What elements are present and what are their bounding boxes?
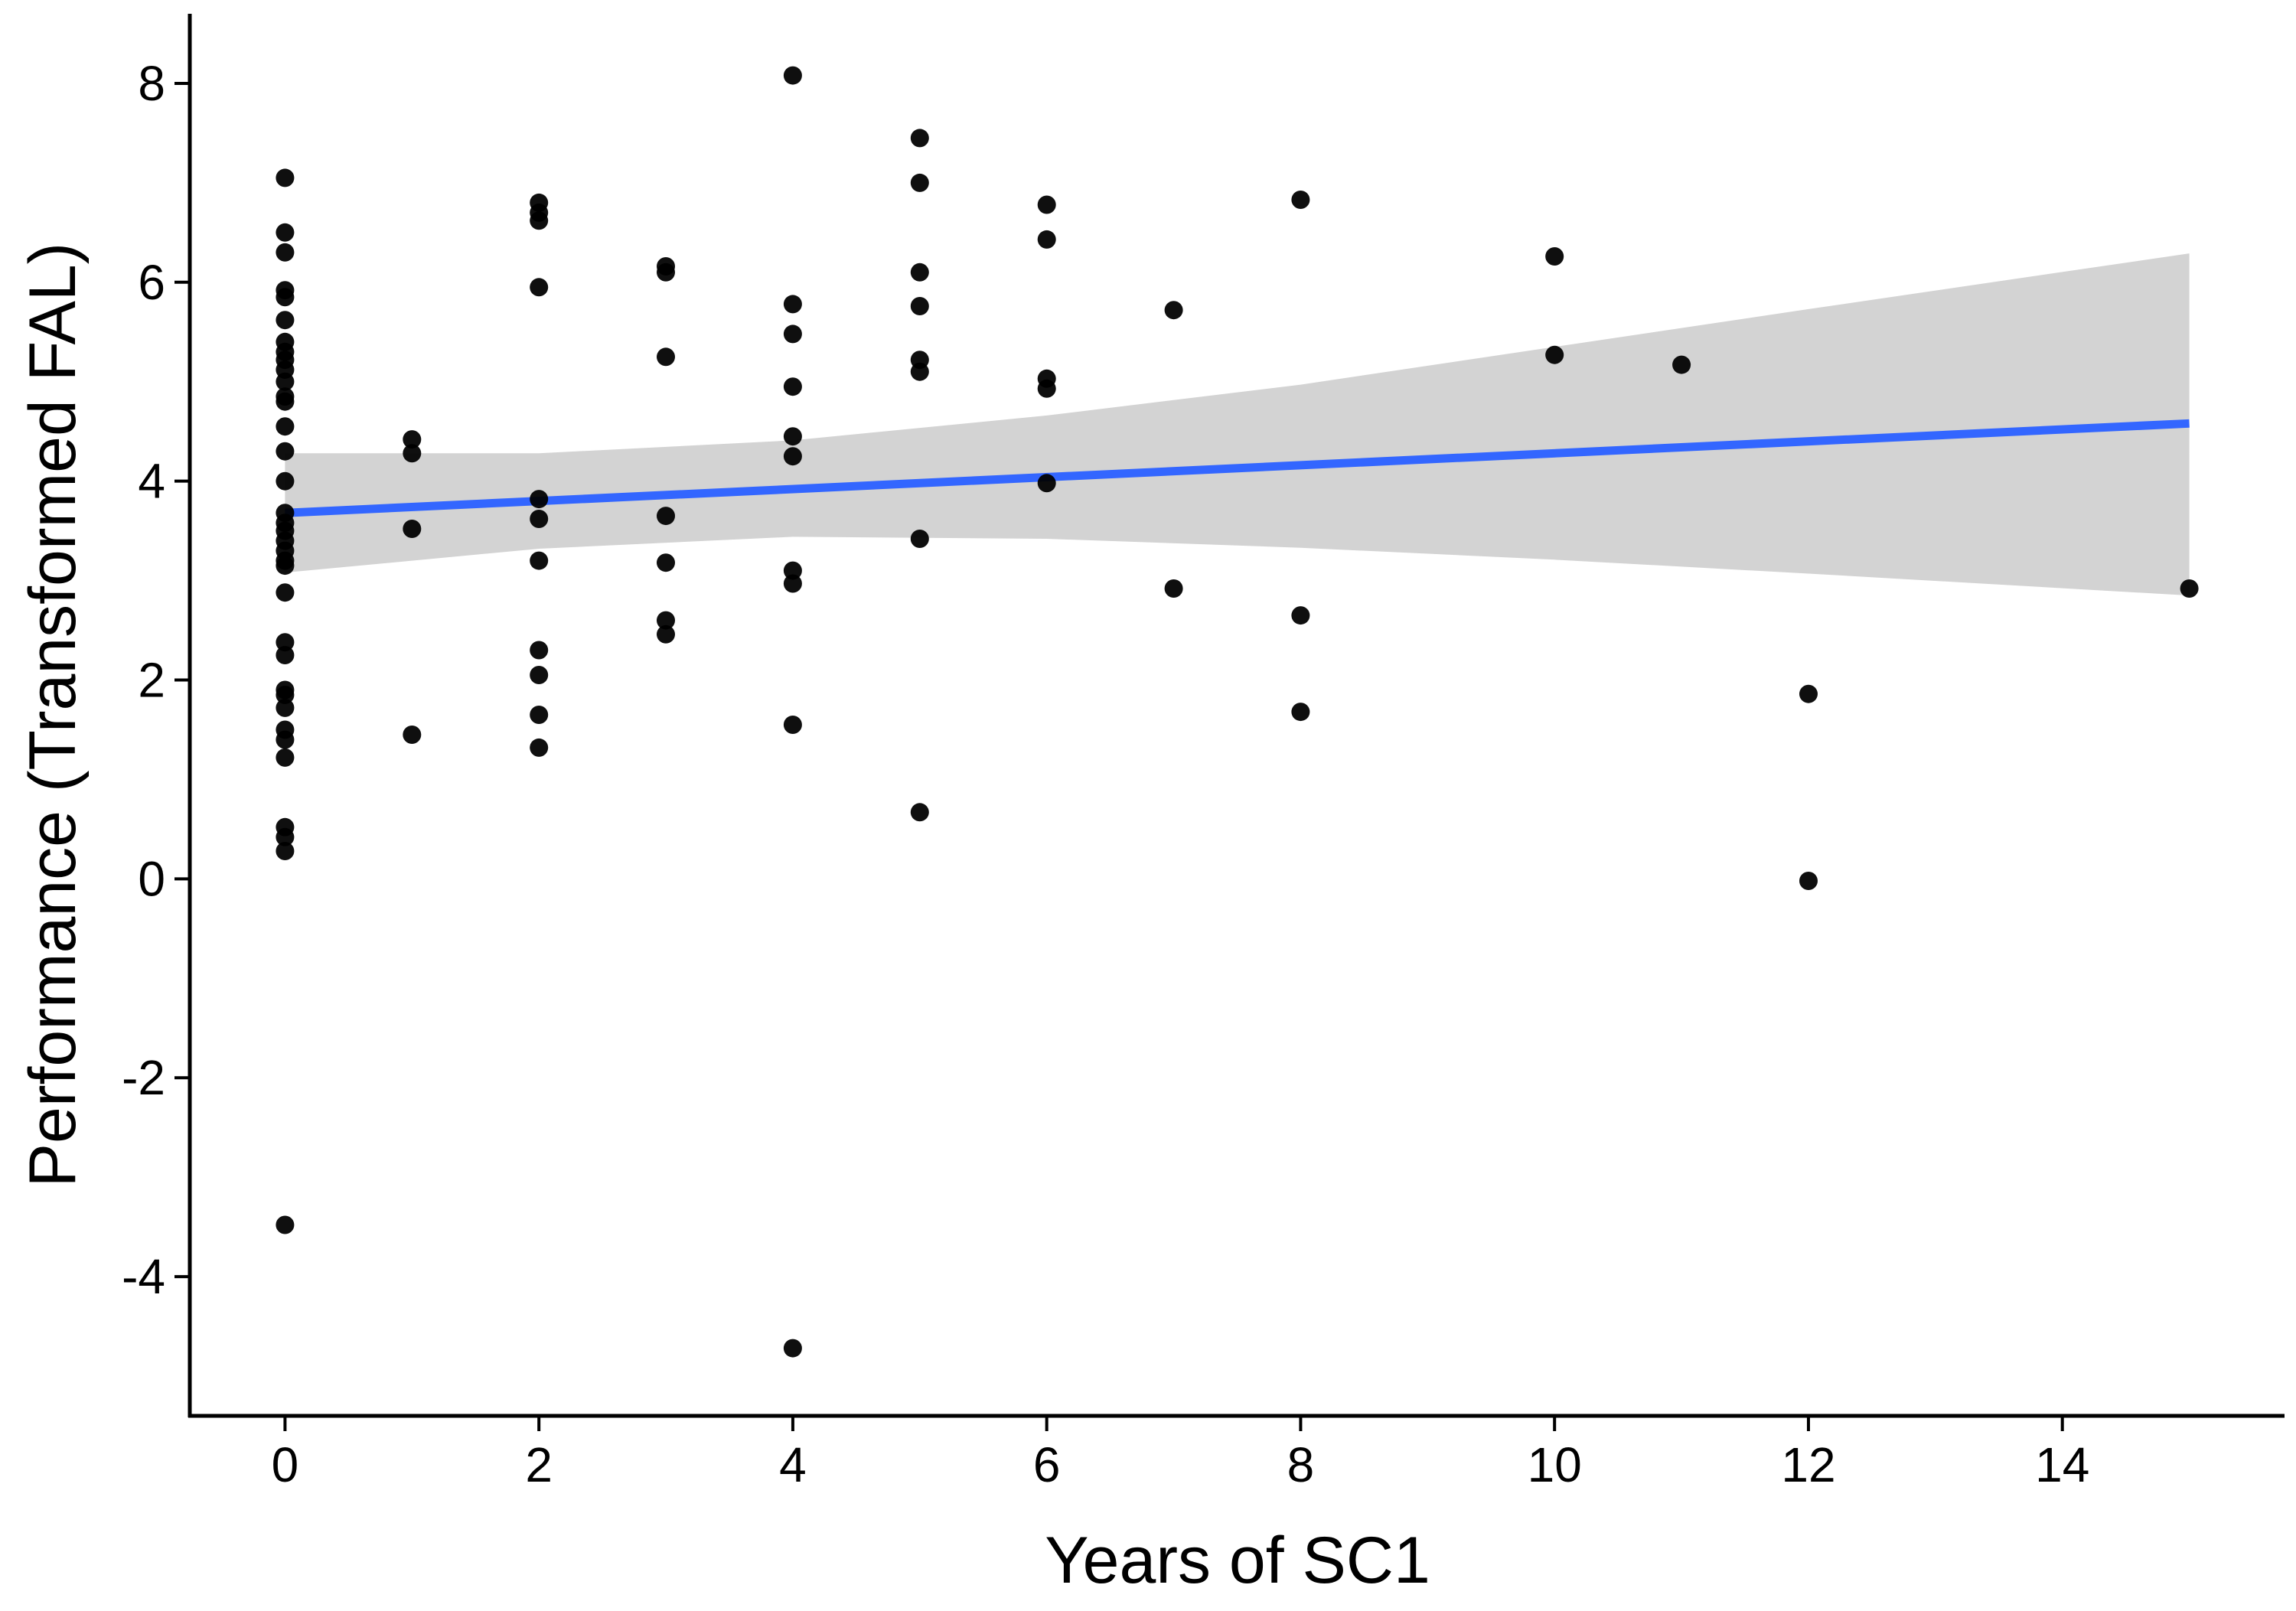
data-point	[1037, 230, 1056, 249]
x-axis-title: Years of SC1	[1045, 1524, 1430, 1597]
regression-line-layer	[285, 419, 2190, 517]
x-tick-label: 8	[1287, 1437, 1315, 1492]
data-point	[1799, 872, 1818, 890]
x-tick-label: 10	[1528, 1437, 1582, 1492]
data-point	[1291, 703, 1310, 722]
data-point	[403, 520, 422, 538]
data-point	[2180, 579, 2199, 598]
data-point	[783, 447, 802, 466]
data-point	[276, 730, 295, 749]
data-point	[783, 561, 802, 580]
data-point	[276, 646, 295, 664]
data-point	[530, 510, 549, 528]
data-point	[1672, 355, 1691, 374]
data-point	[530, 706, 549, 724]
data-point	[783, 574, 802, 593]
data-point	[910, 803, 929, 822]
confidence-ribbon-layer	[285, 253, 2190, 596]
data-point	[657, 263, 675, 282]
x-tick-label: 4	[779, 1437, 807, 1492]
data-point	[530, 738, 549, 757]
data-point	[657, 553, 675, 572]
data-point	[1291, 191, 1310, 209]
data-point	[530, 641, 549, 660]
data-point	[276, 633, 295, 652]
data-point	[1545, 247, 1564, 266]
data-point	[403, 726, 422, 744]
data-point	[783, 66, 802, 85]
data-point	[783, 716, 802, 734]
data-point	[276, 223, 295, 242]
data-point	[530, 551, 549, 570]
data-point	[783, 295, 802, 314]
data-point	[910, 173, 929, 192]
data-point	[276, 583, 295, 602]
data-point	[403, 444, 422, 463]
data-point	[403, 430, 422, 449]
x-tick-label: 6	[1033, 1437, 1061, 1492]
data-point	[276, 748, 295, 767]
data-point	[783, 1339, 802, 1358]
y-tick-label: 4	[138, 454, 165, 509]
data-point	[657, 347, 675, 367]
data-point	[530, 278, 549, 297]
y-axis-title: Performance (Transformed FAL)	[16, 243, 90, 1188]
data-point	[910, 530, 929, 548]
x-tick-label: 2	[525, 1437, 553, 1492]
data-point	[1799, 684, 1818, 703]
data-point	[276, 698, 295, 717]
data-point	[276, 827, 295, 846]
data-point	[276, 311, 295, 330]
data-point	[783, 377, 802, 396]
data-point	[276, 168, 295, 188]
x-tick-label: 0	[272, 1437, 299, 1492]
data-point	[276, 417, 295, 436]
regression-line	[285, 419, 2190, 517]
data-point	[276, 471, 295, 491]
data-point	[910, 263, 929, 282]
data-point	[276, 442, 295, 461]
data-point	[1164, 301, 1183, 320]
data-point	[657, 507, 675, 526]
data-point	[276, 372, 295, 391]
data-point	[910, 129, 929, 148]
data-point	[1037, 379, 1056, 398]
data-point	[783, 427, 802, 446]
data-point	[276, 686, 295, 704]
data-point	[783, 324, 802, 344]
data-point	[1291, 606, 1310, 625]
data-point	[657, 611, 675, 630]
data-point	[530, 490, 549, 509]
data-points-layer	[276, 66, 2199, 1358]
x-tick-label: 14	[2035, 1437, 2089, 1492]
data-point	[276, 243, 295, 262]
y-tick-label: 2	[138, 653, 165, 708]
data-point	[1037, 195, 1056, 214]
data-point	[910, 297, 929, 315]
y-tick-label: 6	[138, 255, 165, 310]
data-point	[657, 625, 675, 644]
data-point	[276, 556, 295, 576]
axes-layer: 0 2 4 6 8 10 12 14 -4 -2 0 2 4 6 8	[122, 14, 2285, 1492]
y-tick-label: 0	[138, 851, 165, 906]
y-tick-label: -2	[122, 1050, 165, 1105]
y-tick-label: 8	[138, 56, 165, 111]
data-point	[910, 362, 929, 381]
data-point	[530, 666, 549, 684]
data-point	[1037, 474, 1056, 493]
data-point	[276, 288, 295, 307]
confidence-ribbon	[285, 253, 2190, 596]
data-point	[276, 1215, 295, 1234]
data-point	[1164, 579, 1183, 598]
y-tick-label: -4	[122, 1249, 165, 1304]
data-point	[1545, 345, 1564, 364]
data-point	[276, 392, 295, 411]
data-point	[530, 211, 549, 230]
data-point	[276, 842, 295, 860]
x-tick-label: 12	[1781, 1437, 1835, 1492]
